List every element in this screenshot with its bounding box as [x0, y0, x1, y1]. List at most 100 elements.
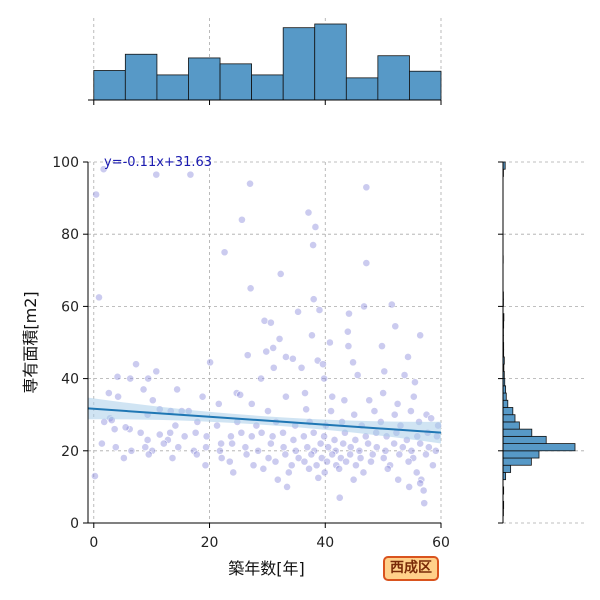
y-hist-bar-12 [502, 428, 533, 437]
scatter-point-119 [159, 439, 168, 448]
scatter-point-181 [428, 461, 437, 470]
marginal-y-bars [502, 161, 576, 517]
scatter-point-50 [126, 374, 135, 383]
scatter-point-151 [217, 454, 226, 462]
scatter-point-199 [419, 486, 428, 495]
scatter-point-224 [407, 407, 415, 415]
marginal-y-axis [498, 161, 504, 524]
scatter-point-173 [312, 461, 321, 470]
y-hist-bar-7 [502, 464, 512, 473]
scatter-point-40 [319, 360, 327, 369]
scatter-point-152 [242, 450, 251, 459]
scatter-point-97 [268, 432, 277, 441]
scatter-point-122 [202, 443, 210, 452]
scatter-point-71 [340, 396, 349, 405]
scatter-point-164 [395, 450, 404, 459]
scatter-point-195 [394, 475, 403, 484]
scatter-point-31 [269, 344, 278, 352]
scatter-point-59 [214, 399, 223, 408]
scatter-point-100 [299, 432, 308, 441]
scatter-point-117 [141, 443, 150, 452]
scatter-point-14 [95, 293, 103, 302]
x-tick-label-2: 40 [316, 535, 334, 551]
scatter-point-13 [246, 284, 255, 293]
scatter-point-156 [307, 450, 316, 459]
y-tick-label-0: 0 [70, 516, 79, 532]
scatter-point-72 [247, 399, 256, 408]
y-hist-bar-10 [502, 443, 576, 452]
scatter-point-65 [328, 392, 337, 401]
scatter-point-223 [390, 410, 399, 419]
x-hist-bar-8 [345, 77, 379, 101]
scatter-point-185 [305, 464, 313, 473]
scatter-point-52 [257, 374, 265, 383]
x-tick-label-3: 60 [432, 535, 450, 551]
scatter-point-62 [198, 392, 207, 401]
scatter-point-53 [411, 378, 419, 387]
scatter-point-20 [345, 309, 353, 318]
scatter-point-44 [353, 371, 362, 379]
scatter-point-4 [246, 179, 254, 188]
scatter-point-133 [324, 443, 333, 452]
scatter-point-132 [316, 439, 325, 448]
scatter-point-155 [294, 454, 303, 462]
scatter-point-49 [113, 372, 122, 381]
scatter-point-200 [335, 493, 344, 502]
scatter-point-32 [262, 347, 271, 356]
scatter-point-99 [289, 436, 298, 444]
scatter-point-198 [405, 482, 414, 491]
scatter-point-67 [379, 389, 388, 397]
scatter-point-101 [309, 428, 318, 437]
y-tick-label-2: 40 [61, 372, 79, 388]
scatter-point-225 [427, 414, 436, 423]
scatter-point-42 [132, 360, 140, 369]
scatter-point-222 [370, 407, 379, 415]
scatter-point-178 [367, 457, 375, 466]
scatter-point-80 [110, 425, 119, 434]
scatter-point-36 [288, 354, 297, 363]
scatter-point-149 [168, 454, 177, 462]
scatter-point-176 [342, 457, 350, 466]
scatter-point-90 [191, 428, 200, 437]
scatter-point-8 [311, 223, 320, 231]
scatter-point-203 [171, 421, 180, 430]
x-hist-bar-4 [219, 63, 252, 101]
scatter-point-56 [114, 392, 122, 401]
scatter-point-60 [232, 389, 241, 397]
main-scatter-plot: 0 20 40 60 0 20 40 60 80 100 y=-0.11x+31.63 築年数[年… [21, 155, 450, 578]
scatter-point-218 [264, 407, 272, 415]
scatter-point-141 [390, 439, 399, 448]
scatter-point-161 [356, 454, 365, 462]
district-badge: 西成区 [383, 556, 439, 581]
x-hist-bar-3 [188, 57, 221, 101]
scatter-point-182 [229, 468, 238, 477]
marginal-x-histogram [88, 18, 442, 105]
x-hist-bar-2 [156, 74, 189, 101]
y-hist-bar-9 [502, 450, 540, 459]
scatter-point-12 [276, 270, 285, 278]
scatter-point-205 [213, 421, 221, 430]
scatter-point-9 [309, 241, 318, 249]
scatter-point-192 [273, 475, 282, 484]
scatter-point-2 [152, 170, 161, 179]
scatter-point-183 [259, 464, 268, 473]
scatter-point-96 [257, 428, 266, 437]
scatter-point-123 [216, 446, 224, 455]
scatter-point-5 [238, 215, 246, 224]
scatter-point-86 [155, 430, 164, 439]
scatter-point-140 [381, 446, 390, 455]
scatter-point-137 [355, 446, 364, 455]
scatter-point-220 [327, 407, 335, 415]
scatter-point-63 [282, 392, 290, 401]
scatter-point-139 [372, 443, 381, 452]
scatter-point-158 [328, 450, 337, 459]
scatter-point-83 [121, 423, 130, 432]
scatter-point-46 [297, 363, 306, 372]
scatter-point-102 [320, 432, 329, 441]
scatter-point-147 [119, 454, 128, 462]
scatter-point-85 [143, 436, 152, 444]
y-tick-label-3: 60 [61, 299, 79, 315]
scatter-point-84 [136, 428, 145, 437]
scatter-point-202 [416, 479, 425, 488]
